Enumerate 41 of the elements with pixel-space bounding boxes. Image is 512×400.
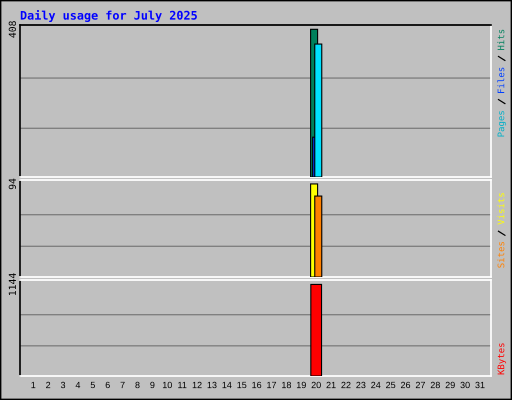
x-tick-label: 11	[178, 382, 186, 388]
text: 94	[8, 178, 16, 190]
legend-label: Pages	[498, 111, 506, 137]
x-tick-label: 7	[120, 382, 125, 388]
text: 1144	[8, 273, 16, 296]
x-tick-label: 9	[150, 382, 154, 388]
x-tick-label: 26	[400, 382, 410, 388]
x-tick-label: 25	[386, 382, 396, 388]
x-tick-label: 13	[208, 382, 217, 388]
x-tick-label: 24	[371, 382, 380, 388]
text: Visits	[497, 193, 504, 225]
x-tick-label: 21	[326, 382, 336, 388]
x-tick-label: 27	[416, 382, 425, 388]
x-tick-label: 4	[76, 382, 80, 388]
x-tick-label: 18	[282, 382, 292, 388]
x-tick-label: 8	[135, 382, 140, 388]
x-tick-label: 17	[267, 382, 276, 388]
x-tick-label: 28	[430, 382, 440, 388]
text: KBytes	[498, 343, 506, 374]
x-tick-label: 2	[46, 382, 50, 388]
legend-label: Sites	[497, 242, 504, 268]
x-tick-label: 31	[475, 382, 485, 388]
x-tick-label: 22	[341, 382, 351, 388]
x-tick-label: 1	[31, 382, 36, 388]
x-tick-label: 29	[446, 382, 455, 388]
x-tick-label: 15	[237, 382, 246, 388]
text: 408	[8, 21, 16, 38]
x-tick-label: 6	[106, 382, 110, 388]
x-tick-label: 19	[296, 382, 306, 388]
legend-label: Files	[497, 68, 504, 93]
x-tick-label: 10	[162, 382, 172, 388]
x-tick-label: 5	[90, 382, 95, 388]
chart-title: Daily usage for July 2025	[20, 10, 197, 22]
x-tick-label: 14	[222, 382, 232, 388]
x-tick-label: 16	[252, 382, 262, 388]
x-tick-label: 23	[356, 382, 366, 388]
x-tick-label: 30	[460, 382, 470, 388]
x-tick-label: 20	[312, 382, 321, 388]
x-tick-label: 12	[192, 382, 202, 388]
x-tick-label: 3	[60, 382, 66, 388]
text: Hits	[497, 30, 504, 50]
